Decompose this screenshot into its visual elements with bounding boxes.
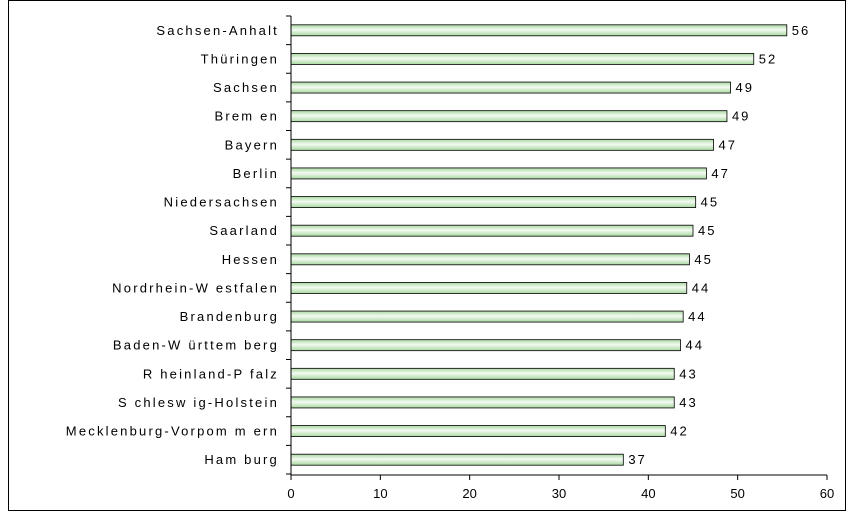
category-label: Hessen [222,252,279,267]
bar [290,224,694,237]
category-label: Sachsen [213,80,279,95]
category-label: Ham burg [204,452,279,467]
value-label: 56 [792,23,810,38]
category-label: S chlesw ig-Holstein [118,395,279,410]
x-tick-label: 40 [641,486,655,501]
value-label: 45 [701,195,719,210]
value-label: 43 [679,395,697,410]
category-label: Thüringen [201,51,279,66]
category-label: Berlin [233,166,279,181]
category-label: Niedersachsen [164,195,279,210]
value-label: 45 [698,223,716,238]
labels: 0 10 20 30 40 50 60 Sachsen-Anhalt 56 Thüringen 52… [66,23,834,501]
bar [290,396,675,409]
value-label: 45 [694,252,712,267]
x-tick-label: 30 [552,486,566,501]
bar [290,138,714,151]
x-tick-label: 20 [462,486,476,501]
bar [290,24,788,37]
bar [290,253,690,266]
category-label: Bayern [225,137,279,152]
bar [290,339,681,352]
value-label: 42 [670,424,688,439]
category-label: R heinland-P falz [143,366,279,381]
category-label: Saarland [209,223,279,238]
value-label: 43 [679,366,697,381]
bar [290,282,688,294]
bar [290,167,707,180]
bar [290,367,675,380]
bar [290,425,666,437]
bar [290,196,697,208]
value-label: 44 [688,309,706,324]
bar [290,453,624,466]
value-label: 44 [685,338,703,353]
x-tick-label: 0 [287,486,294,501]
category-label: Brandenburg [180,309,279,324]
x-tick-label: 50 [730,486,744,501]
value-label: 52 [759,51,777,66]
value-label: 44 [692,280,710,295]
category-label: Baden-W ürttem berg [113,338,279,353]
x-tick-label: 10 [373,486,387,501]
x-tick-label: 60 [820,486,834,501]
value-label: 49 [732,109,750,124]
bar [290,53,755,65]
category-label: Nordrhein-W estfalen [112,280,279,295]
category-label: Sachsen-Anhalt [156,23,279,38]
value-label: 47 [719,137,737,152]
value-label: 47 [711,166,729,181]
category-label: Brem en [214,109,279,124]
category-label: Mecklenburg-Vorpom m ern [66,424,279,439]
bar [290,110,728,123]
value-label: 49 [736,80,754,95]
bar [290,310,684,323]
value-label: 37 [628,452,646,467]
axes [286,15,828,480]
bars [290,24,788,466]
bar [290,81,731,94]
